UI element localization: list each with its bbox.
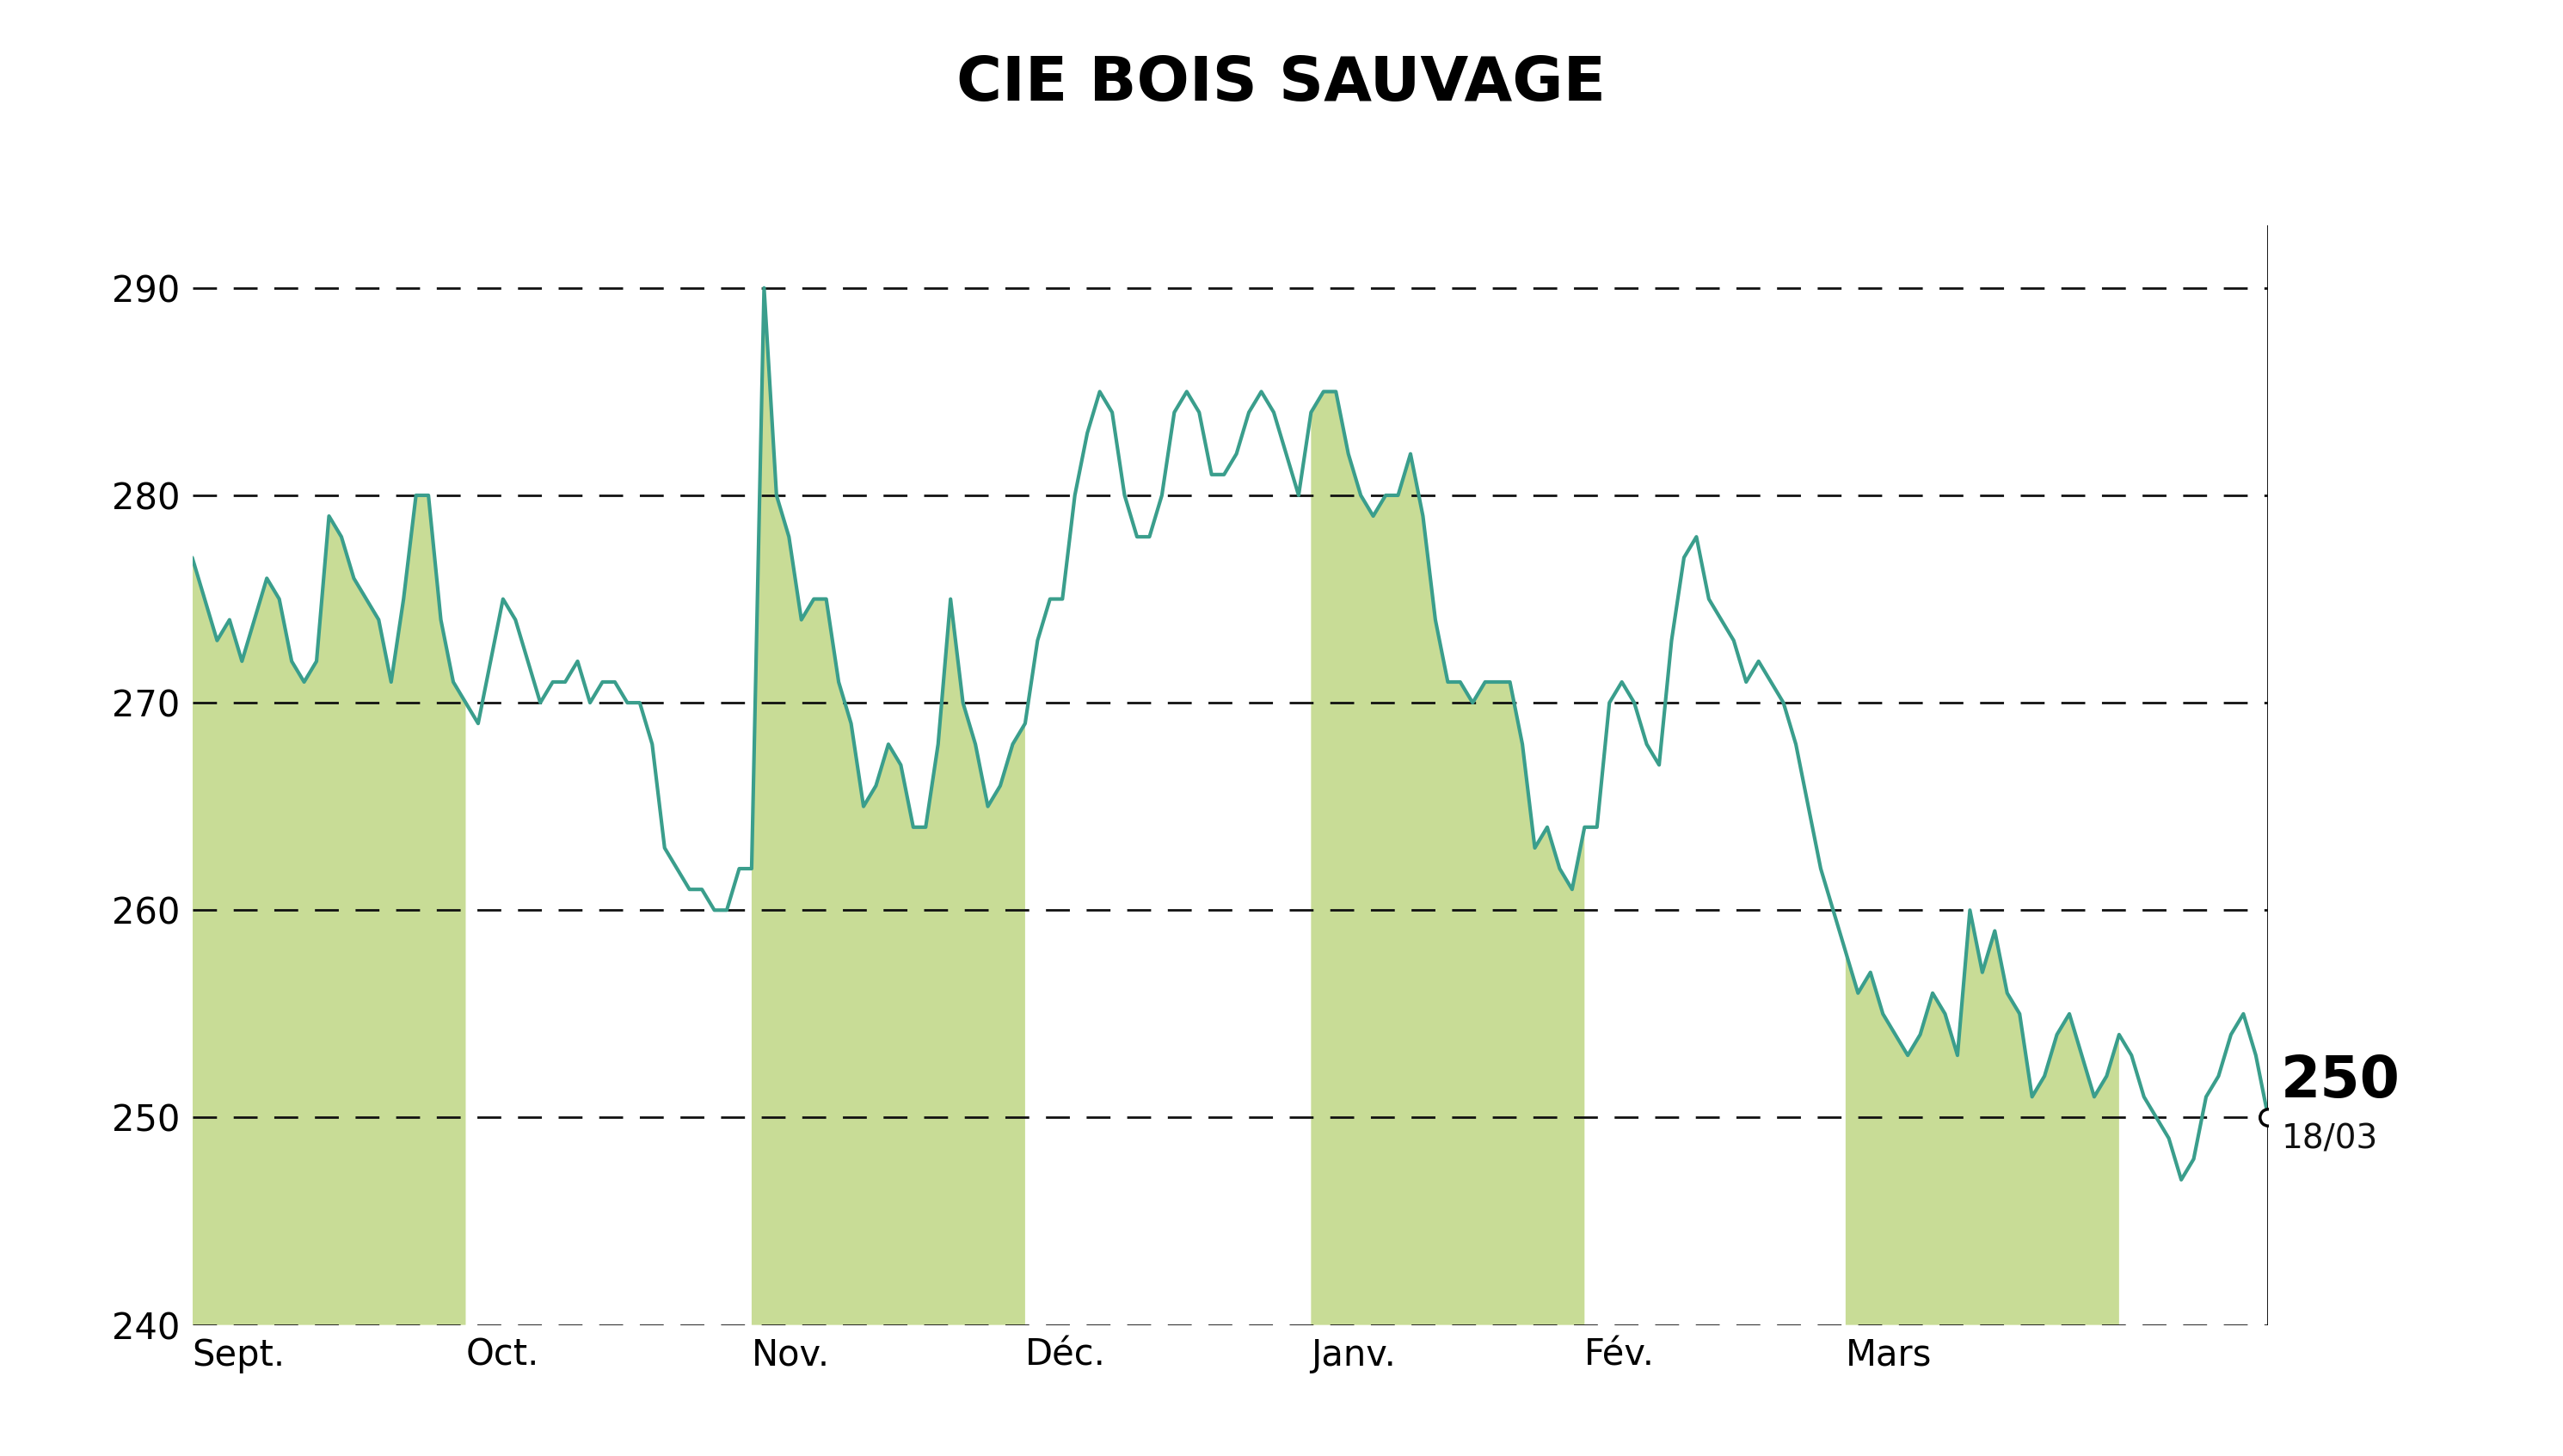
Text: 250: 250 <box>2281 1053 2402 1109</box>
Text: CIE BOIS SAUVAGE: CIE BOIS SAUVAGE <box>956 54 1607 114</box>
Text: 18/03: 18/03 <box>2281 1123 2378 1156</box>
